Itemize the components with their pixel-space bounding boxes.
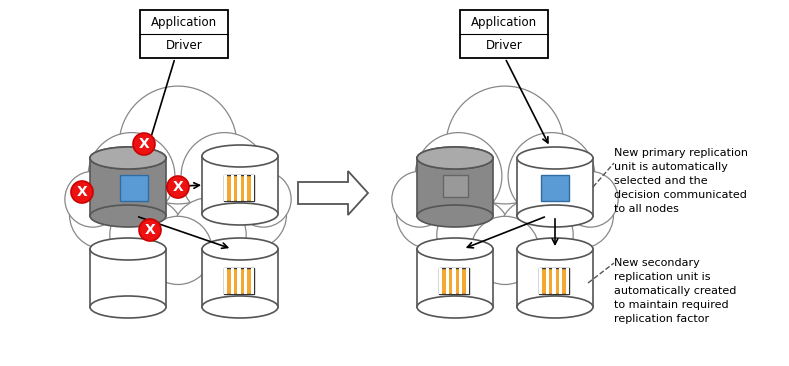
- Circle shape: [545, 181, 614, 249]
- Polygon shape: [298, 171, 368, 215]
- Ellipse shape: [90, 147, 166, 169]
- Circle shape: [139, 219, 161, 241]
- Bar: [120, 175, 148, 201]
- Bar: [237, 175, 241, 201]
- Text: Application: Application: [151, 16, 217, 29]
- Circle shape: [446, 86, 564, 204]
- Circle shape: [397, 181, 465, 249]
- Ellipse shape: [90, 296, 166, 318]
- Circle shape: [415, 132, 502, 219]
- Circle shape: [471, 216, 539, 284]
- FancyBboxPatch shape: [517, 249, 593, 307]
- Ellipse shape: [202, 203, 278, 225]
- Text: X: X: [144, 223, 155, 237]
- Circle shape: [167, 176, 189, 198]
- Ellipse shape: [517, 205, 593, 227]
- Bar: [546, 268, 549, 294]
- Text: X: X: [139, 137, 149, 151]
- Text: Driver: Driver: [166, 38, 202, 52]
- Circle shape: [69, 181, 138, 249]
- Text: New primary replication
unit is automatically
selected and the
decision communic: New primary replication unit is automati…: [614, 148, 748, 214]
- Ellipse shape: [202, 296, 278, 318]
- Bar: [224, 175, 254, 201]
- Bar: [230, 175, 234, 201]
- Circle shape: [144, 216, 212, 284]
- Bar: [452, 268, 456, 294]
- Circle shape: [437, 198, 511, 272]
- Circle shape: [499, 198, 573, 272]
- Circle shape: [508, 132, 595, 219]
- Bar: [224, 268, 254, 294]
- FancyBboxPatch shape: [417, 249, 493, 307]
- Text: Application: Application: [471, 16, 537, 29]
- Bar: [244, 268, 247, 294]
- Bar: [460, 10, 548, 58]
- Ellipse shape: [417, 205, 493, 227]
- Bar: [446, 268, 449, 294]
- Ellipse shape: [417, 147, 493, 169]
- Bar: [466, 268, 469, 294]
- Ellipse shape: [90, 147, 166, 169]
- Bar: [443, 175, 468, 197]
- Circle shape: [219, 181, 286, 249]
- Ellipse shape: [417, 147, 493, 169]
- Circle shape: [172, 198, 246, 272]
- Bar: [459, 268, 462, 294]
- Circle shape: [65, 171, 121, 227]
- Bar: [237, 268, 241, 294]
- Bar: [566, 268, 569, 294]
- Bar: [230, 268, 234, 294]
- Text: X: X: [77, 185, 88, 199]
- Circle shape: [181, 132, 268, 219]
- Circle shape: [235, 171, 291, 227]
- Bar: [251, 175, 254, 201]
- Bar: [439, 268, 443, 294]
- Ellipse shape: [417, 238, 493, 260]
- Bar: [541, 175, 569, 201]
- Circle shape: [119, 86, 237, 204]
- Bar: [552, 268, 555, 294]
- Bar: [539, 268, 542, 294]
- Circle shape: [133, 133, 155, 155]
- Circle shape: [563, 171, 618, 227]
- Circle shape: [88, 132, 175, 219]
- Ellipse shape: [517, 147, 593, 169]
- Bar: [244, 175, 247, 201]
- Text: X: X: [173, 180, 183, 194]
- Ellipse shape: [90, 238, 166, 260]
- Text: New secondary
replication unit is
automatically created
to maintain required
rep: New secondary replication unit is automa…: [614, 258, 736, 324]
- Bar: [559, 268, 563, 294]
- Circle shape: [392, 171, 447, 227]
- Ellipse shape: [202, 238, 278, 260]
- Bar: [224, 268, 227, 294]
- Bar: [224, 175, 227, 201]
- Ellipse shape: [517, 238, 593, 260]
- Text: Driver: Driver: [485, 38, 522, 52]
- Ellipse shape: [202, 145, 278, 167]
- Bar: [539, 268, 569, 294]
- Bar: [251, 268, 254, 294]
- FancyBboxPatch shape: [90, 249, 166, 307]
- FancyBboxPatch shape: [90, 158, 166, 216]
- FancyBboxPatch shape: [417, 158, 493, 216]
- FancyBboxPatch shape: [202, 156, 278, 214]
- Bar: [439, 268, 469, 294]
- Ellipse shape: [517, 296, 593, 318]
- Circle shape: [110, 198, 184, 272]
- Ellipse shape: [417, 296, 493, 318]
- Ellipse shape: [90, 205, 166, 227]
- FancyBboxPatch shape: [517, 158, 593, 216]
- Bar: [140, 10, 228, 58]
- FancyBboxPatch shape: [202, 249, 278, 307]
- Circle shape: [71, 181, 93, 203]
